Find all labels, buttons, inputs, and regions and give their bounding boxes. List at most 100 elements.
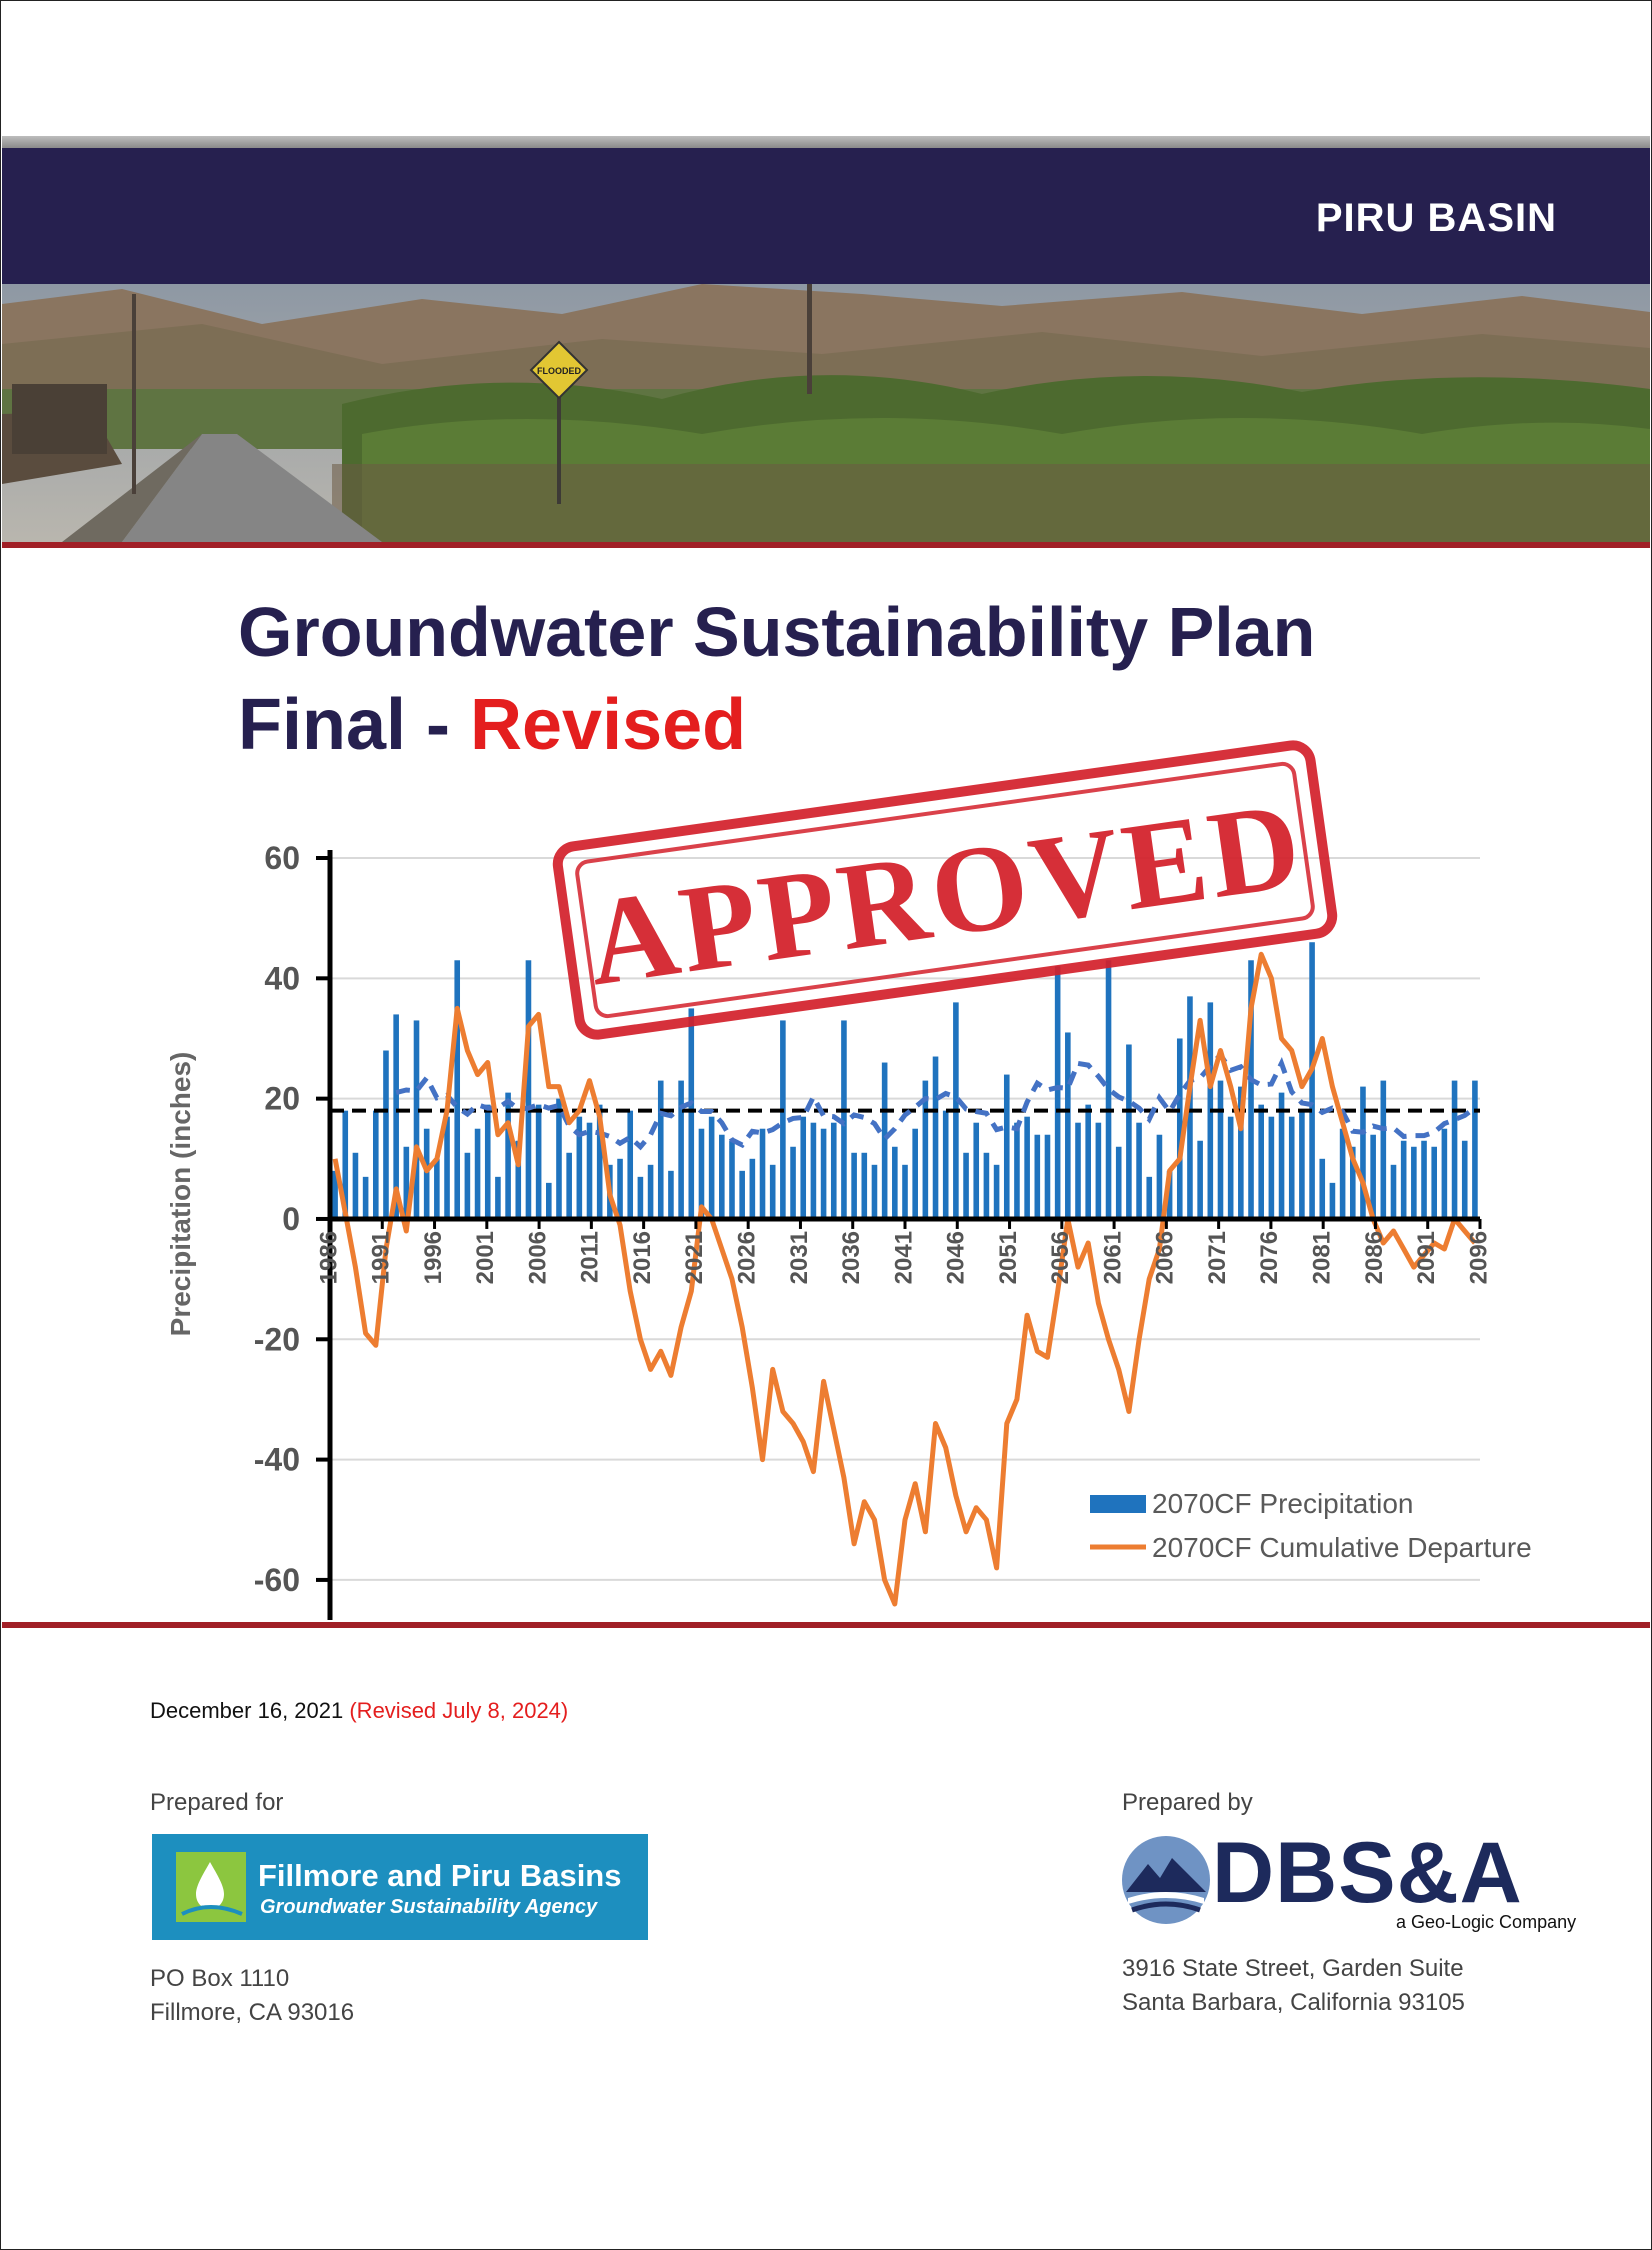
precipitation-bar [1451, 1080, 1458, 1219]
precipitation-bar [1421, 1140, 1427, 1219]
precipitation-bar [586, 1122, 593, 1219]
precipitation-bar [403, 1146, 410, 1219]
date-text: December 16, 2021 [150, 1698, 344, 1723]
precipitation-bar [1115, 1146, 1122, 1219]
precipitation-bar [1390, 1164, 1397, 1219]
document-subtitle: Final - Revised [238, 684, 746, 766]
x-tick-label: 2021 [681, 1231, 708, 1284]
precipitation-bar [912, 1128, 918, 1219]
chart-tick-labels: 60 40 20 0 -20 -40 -60 1986 1991 1996 2001 2006 2011… [254, 840, 1493, 1598]
precipitation-bar [342, 1110, 349, 1219]
x-tick-label: 2061 [1099, 1231, 1126, 1284]
approved-stamp: APPROVED [552, 740, 1338, 1040]
precipitation-bar [1288, 1116, 1295, 1219]
firm-address-line2: Santa Barbara, California 93105 [1122, 1989, 1465, 2016]
precipitation-bar [1105, 960, 1112, 1219]
precipitation-bar [617, 1158, 623, 1219]
document-date: December 16, 2021 (Revised July 8, 2024) [150, 1698, 568, 1724]
x-tick-label: 2076 [1256, 1231, 1283, 1284]
legend-label-departure: 2070CF Cumulative Departure [1152, 1532, 1532, 1563]
y-tick-label: 0 [282, 1201, 300, 1237]
precipitation-bar [495, 1176, 501, 1219]
precipitation-bar [993, 1164, 1000, 1219]
precipitation-bar [1278, 1092, 1285, 1219]
chart-bottom-rule [2, 1622, 1650, 1628]
precipitation-bar [861, 1152, 868, 1219]
precipitation-bars [332, 942, 1478, 1219]
precipitation-bar [749, 1158, 756, 1219]
x-tick-label: 2036 [838, 1231, 865, 1284]
firm-address: 3916 State Street, Garden Suite Santa Ba… [1122, 1952, 1465, 2020]
precipitation-bar [1197, 1140, 1203, 1219]
x-tick-label: 2081 [1309, 1231, 1336, 1284]
precipitation-bar [647, 1164, 654, 1219]
precipitation-bar [963, 1152, 969, 1219]
flooded-sign-text: FLOODED [537, 366, 581, 376]
precipitation-bar [881, 1062, 888, 1219]
y-tick-label: 40 [264, 960, 300, 996]
precipitation-bar [505, 1092, 511, 1219]
precipitation-bar [1044, 1134, 1051, 1219]
precipitation-bar [535, 1104, 542, 1219]
precipitation-bar [1003, 1074, 1010, 1219]
precipitation-bar [546, 1182, 552, 1219]
x-tick-label: 2066 [1152, 1231, 1179, 1284]
precipitation-bar [1054, 966, 1061, 1219]
precipitation-bar [1085, 1104, 1091, 1219]
precipitation-bar [708, 1116, 715, 1219]
moving-average-layer [395, 1050, 1477, 1151]
precipitation-bar [1156, 1134, 1163, 1219]
agency-subtitle: Groundwater Sustainability Agency [260, 1896, 598, 1918]
precipitation-bar [637, 1176, 644, 1219]
precipitation-bar [790, 1146, 796, 1219]
precipitation-bar [1166, 1170, 1173, 1219]
precipitation-bar [780, 1020, 786, 1219]
precipitation-bar [657, 1080, 664, 1219]
x-tick-label: 2011 [577, 1231, 604, 1283]
x-tick-label: 2041 [890, 1231, 917, 1284]
precipitation-bar [1268, 1116, 1275, 1219]
precipitation-bar [372, 1110, 379, 1219]
firm-address-line1: 3916 State Street, Garden Suite [1122, 1955, 1464, 1982]
precipitation-bar [1329, 1182, 1336, 1219]
precipitation-bar [851, 1152, 857, 1219]
precipitation-bar [362, 1176, 369, 1219]
precipitation-bar [942, 1110, 949, 1219]
mountain-logo-icon [1122, 1836, 1210, 1924]
precipitation-bar [729, 1140, 735, 1219]
precipitation-bar [1299, 1110, 1305, 1219]
x-tick-label: 1991 [368, 1231, 395, 1284]
precipitation-bar [566, 1152, 572, 1219]
precipitation-bar [1217, 1080, 1224, 1219]
agency-name: Fillmore and Piru Basins [258, 1858, 622, 1893]
y-tick-label: 20 [264, 1081, 300, 1117]
precipitation-bar [352, 1152, 359, 1219]
precipitation-bar [871, 1164, 878, 1219]
precipitation-bar [1024, 1116, 1030, 1219]
precipitation-bar [1258, 1104, 1264, 1219]
x-tick-label: 2056 [1047, 1231, 1074, 1284]
precipitation-bar [1400, 1140, 1407, 1219]
precipitation-bar [1370, 1134, 1376, 1219]
cumulative-departure-line [332, 951, 1477, 1607]
precipitation-bar [983, 1152, 990, 1219]
precipitation-bar [332, 1170, 338, 1219]
prepared-for-label: Prepared for [150, 1789, 284, 1816]
x-tick-label: 2051 [995, 1231, 1022, 1284]
document-title: Groundwater Sustainability Plan [238, 593, 1316, 671]
precipitation-bar [1227, 1116, 1234, 1219]
precipitation-bar [596, 1104, 603, 1219]
x-tick-label: 2046 [943, 1231, 970, 1284]
x-tick-label: 1996 [420, 1231, 447, 1284]
precipitation-chart: 60 40 20 0 -20 -40 -60 1986 1991 1996 2001 2006 2011… [165, 840, 1532, 1620]
precipitation-bar [576, 1116, 583, 1219]
precipitation-bar [1146, 1176, 1153, 1219]
precipitation-bar [769, 1164, 776, 1219]
precipitation-bar [759, 1128, 766, 1219]
precipitation-bar [1034, 1134, 1041, 1219]
precipitation-bar [922, 1080, 929, 1219]
precipitation-bar [627, 1110, 634, 1219]
y-tick-label: -60 [254, 1562, 300, 1598]
precipitation-bar [1411, 1146, 1417, 1219]
header-gradient-strip [2, 136, 1650, 148]
